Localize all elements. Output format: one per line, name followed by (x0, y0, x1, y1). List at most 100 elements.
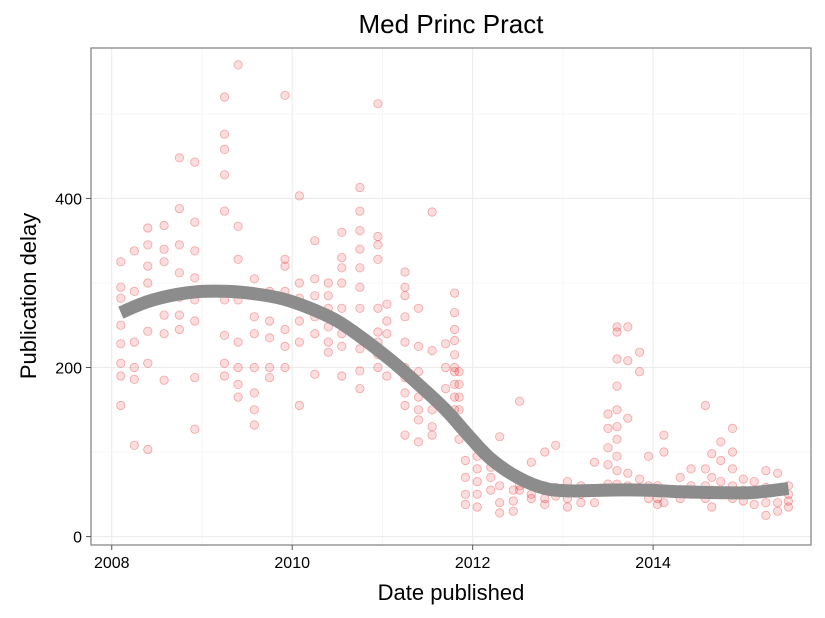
data-point (190, 246, 200, 256)
data-point (440, 362, 451, 373)
data-point (159, 220, 169, 231)
data-point (716, 476, 726, 487)
data-point (190, 217, 200, 227)
data-point (612, 451, 622, 461)
data-point (264, 333, 275, 343)
data-point (449, 335, 460, 346)
data-point (508, 506, 518, 516)
smooth-trend-line (118, 284, 790, 500)
data-point (337, 253, 347, 263)
data-point (174, 153, 184, 163)
data-point (129, 440, 139, 450)
data-point (280, 261, 290, 271)
data-point (294, 316, 304, 326)
data-point (400, 282, 410, 292)
data-point (612, 434, 622, 444)
data-point (143, 326, 153, 336)
x-tick-label: 2012 (455, 555, 491, 572)
data-point (526, 457, 536, 467)
data-point (233, 254, 243, 264)
y-tick-label: 0 (73, 530, 82, 547)
data-point (623, 356, 633, 366)
data-point (233, 221, 243, 231)
data-point (129, 374, 139, 384)
data-point (603, 460, 613, 470)
data-point (143, 223, 153, 233)
data-point (382, 299, 392, 309)
data-point (772, 468, 783, 478)
grid (91, 48, 811, 545)
data-point (129, 286, 139, 296)
data-point (280, 341, 290, 351)
data-point (440, 339, 451, 349)
data-point (413, 437, 424, 447)
data-point (323, 337, 333, 347)
data-point (143, 358, 153, 368)
data-point (190, 273, 200, 283)
data-point (116, 282, 126, 292)
data-point (355, 366, 365, 376)
data-point (589, 457, 600, 467)
data-point (249, 362, 259, 373)
data-point (659, 430, 669, 440)
data-point (427, 207, 437, 217)
data-point (373, 327, 383, 337)
data-point (337, 371, 347, 381)
data-point (355, 244, 365, 254)
data-point (355, 282, 365, 292)
data-point (772, 498, 783, 508)
data-point (143, 278, 153, 288)
data-point (310, 291, 320, 301)
data-point (612, 381, 622, 391)
data-point (526, 493, 536, 504)
data-point (400, 337, 410, 347)
data-point (249, 329, 259, 339)
data-point (427, 345, 437, 356)
plot-border (90, 47, 812, 546)
data-point (716, 455, 726, 466)
data-point (449, 324, 460, 335)
data-point (449, 362, 460, 373)
data-point (337, 278, 347, 288)
data-point (449, 307, 460, 318)
data-point (373, 240, 383, 250)
data-point (686, 464, 696, 474)
data-point (495, 498, 505, 508)
data-point (294, 337, 304, 347)
data-point (440, 383, 451, 394)
data-point (116, 400, 126, 411)
data-point (707, 449, 717, 459)
data-point (264, 316, 275, 326)
data-point (129, 337, 139, 347)
data-point (634, 367, 645, 377)
data-point (233, 392, 243, 402)
data-point (449, 392, 460, 402)
data-point (355, 303, 365, 313)
data-point (623, 413, 633, 423)
data-point (143, 261, 153, 271)
data-point (449, 379, 460, 389)
data-point (174, 324, 184, 335)
data-point (219, 92, 230, 102)
data-point (174, 268, 184, 278)
data-point (449, 350, 460, 360)
data-point (233, 60, 243, 70)
x-tick-label: 2014 (635, 555, 671, 572)
data-point (612, 322, 622, 332)
data-point (427, 430, 437, 440)
data-point (373, 231, 383, 242)
data-point (355, 344, 365, 354)
data-point (382, 371, 392, 381)
data-point (727, 423, 738, 433)
data-point (264, 372, 275, 383)
data-point (508, 485, 518, 495)
data-point (174, 240, 184, 250)
data-point (612, 327, 622, 337)
data-point (280, 254, 290, 264)
data-point (233, 379, 243, 389)
data-point (249, 405, 259, 415)
data-point (495, 508, 505, 518)
data-point (700, 464, 711, 474)
data-point (761, 510, 771, 521)
data-point (249, 312, 259, 322)
